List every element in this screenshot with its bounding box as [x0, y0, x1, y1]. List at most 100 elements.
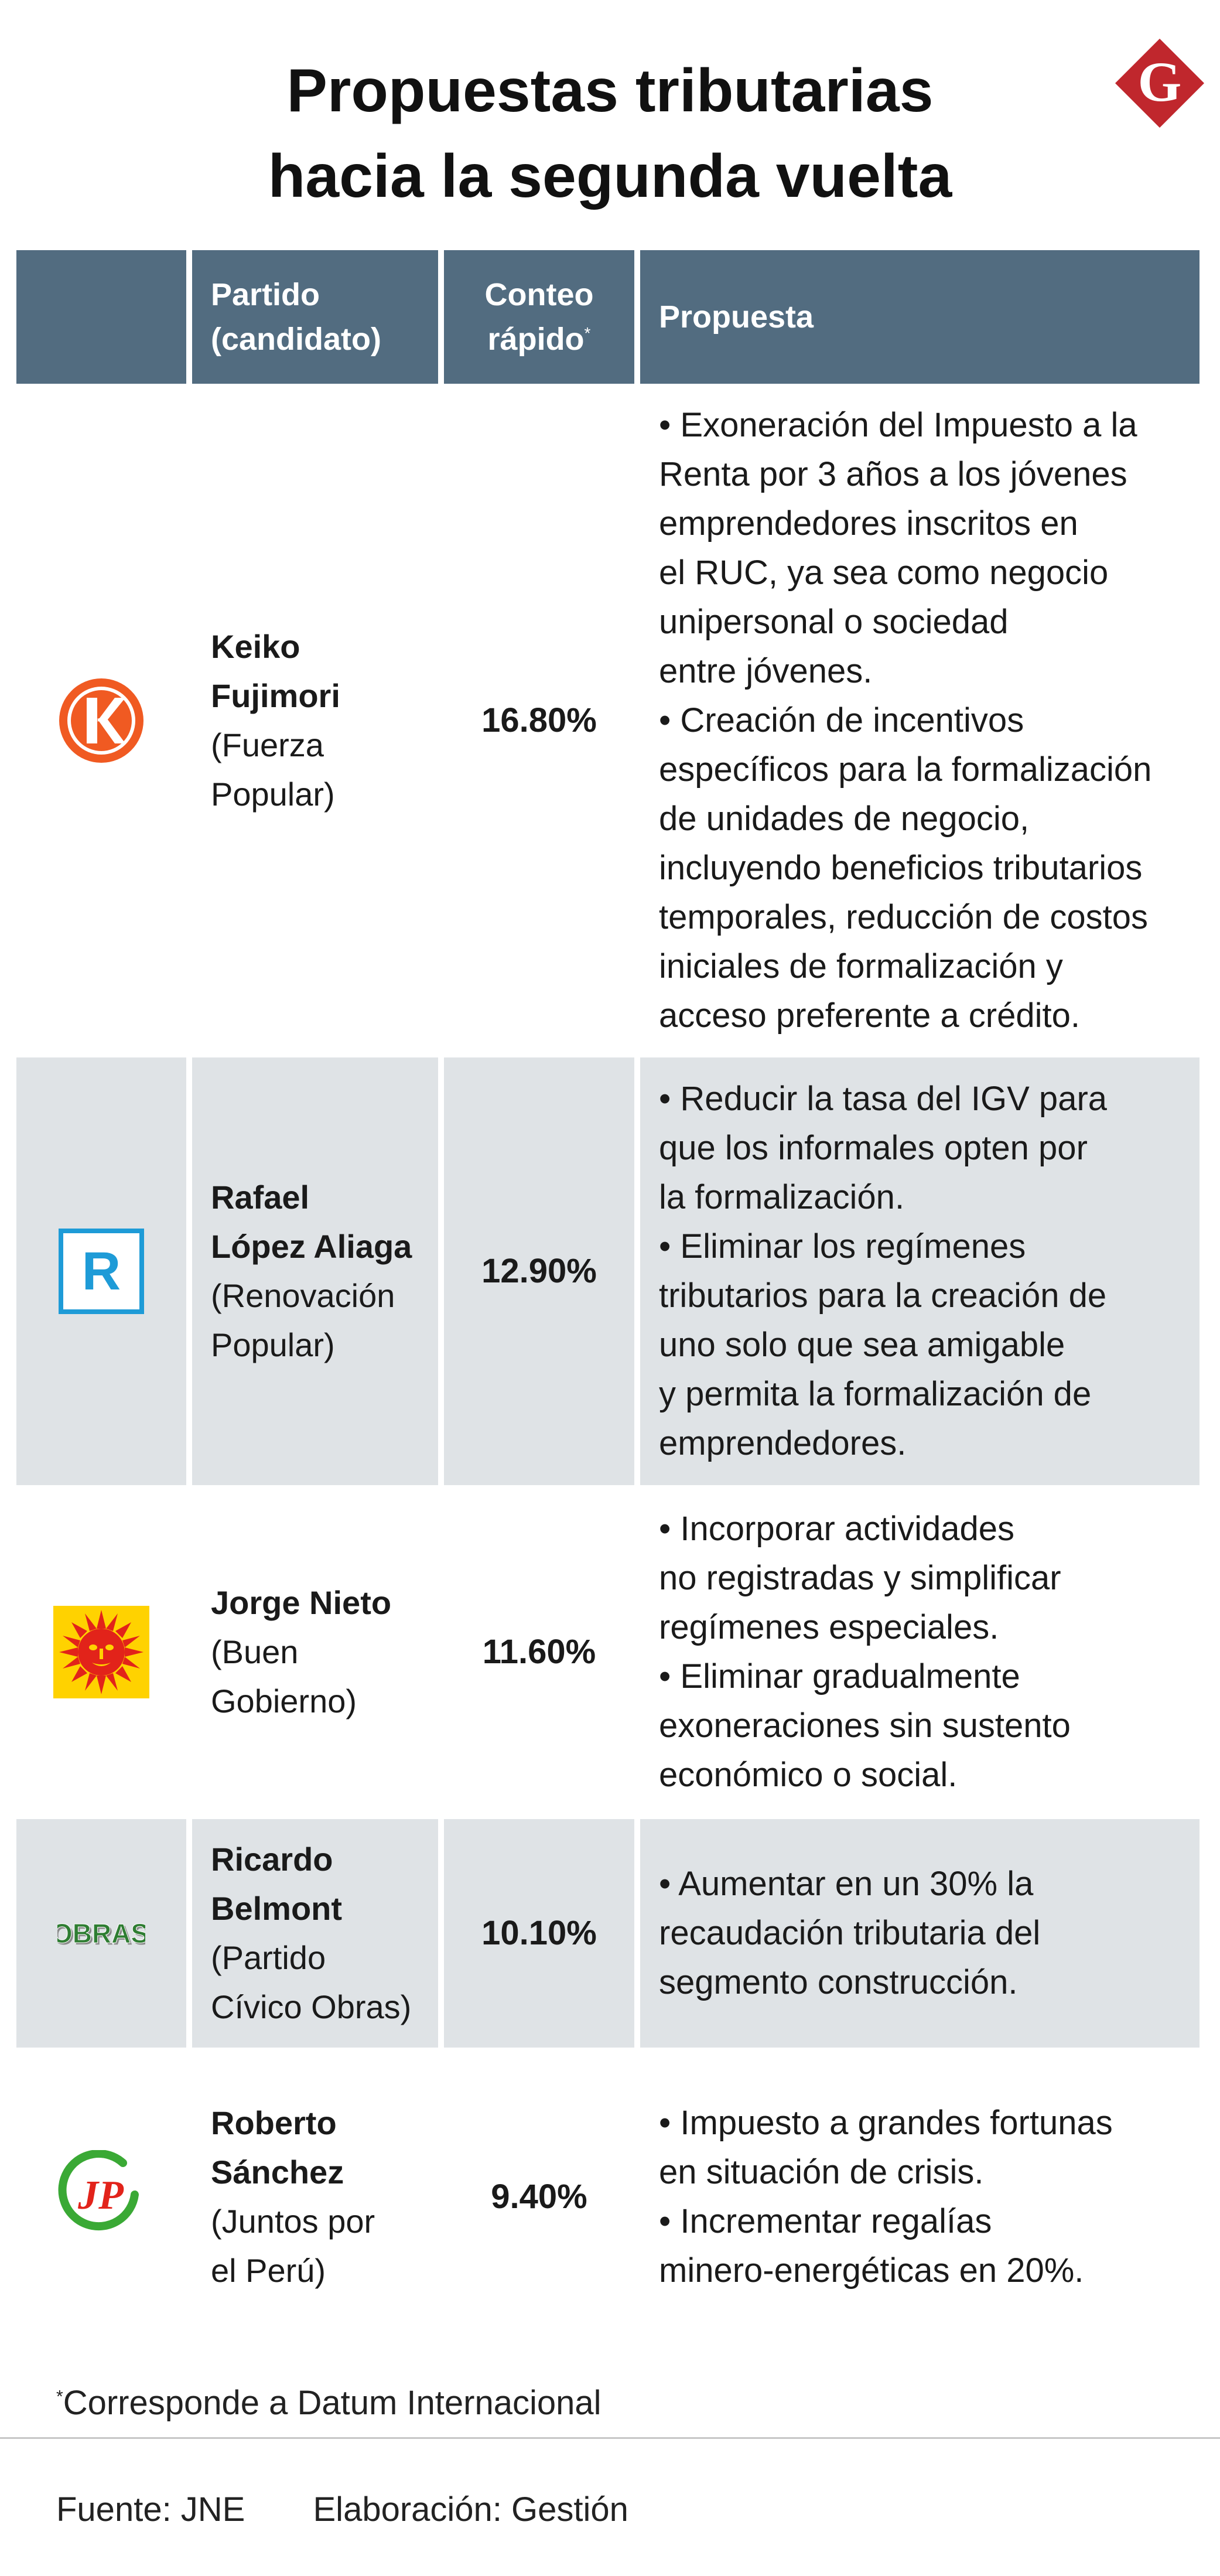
conteo-value: 9.40% [444, 2048, 634, 2340]
candidate-name-line: Jorge Nieto [211, 1584, 392, 1621]
table-row-belmont: OBRAS OBRAS Ricardo Belmont (Partido Cív… [16, 1813, 1200, 2048]
conteo-value: 10.10% [444, 1813, 634, 2048]
party-name-line: Gobierno) [211, 1683, 357, 1719]
proposal-line: el RUC, ya sea como negocio [659, 554, 1109, 592]
candidate-cell: Ricardo Belmont (Partido Cívico Obras) [192, 1813, 438, 2048]
proposal-line: unipersonal o sociedad [659, 603, 1009, 641]
proposal-line: recaudación tributaria del [659, 1914, 1041, 1952]
candidate-name-line: Keiko [211, 628, 300, 665]
party-name-line: Popular) [211, 1326, 335, 1363]
party-name-line: (Juntos por [211, 2203, 375, 2240]
proposal-line: específicos para la formalización [659, 750, 1152, 789]
table-row-fujimori: Keiko Fujimori (Fuerza Popular) 16.80% •… [16, 384, 1200, 1052]
candidate-name-line: Belmont [211, 1890, 342, 1927]
party-name-line: (Partido [211, 1939, 326, 1976]
proposal-line: iniciales de formalización y [659, 947, 1063, 985]
source-fuente: Fuente: JNE [56, 2490, 245, 2529]
candidate-name-line: Sánchez [211, 2154, 344, 2191]
proposal-cell: • Exoneración del Impuesto a la Renta po… [640, 384, 1200, 1052]
table-header-row: Partido (candidato) Conteo rápido* Propu… [16, 250, 1200, 384]
proposal-line: y permita la formalización de [659, 1375, 1092, 1413]
jp-text: JP [77, 2173, 124, 2218]
fuerza-popular-k-logo [57, 677, 145, 765]
conteo-value: 11.60% [444, 1485, 634, 1813]
proposal-line: segmento construcción. [659, 1963, 1018, 2001]
proposal-line: Renta por 3 años a los jóvenes [659, 455, 1127, 493]
proposal-line: • Incrementar regalías [659, 2202, 992, 2240]
proposal-line: acceso preferente a crédito. [659, 997, 1080, 1035]
candidate-cell: Rafael López Aliaga (Renovación Popular) [192, 1052, 438, 1485]
proposal-cell: • Reducir la tasa del IGV para que los i… [640, 1052, 1200, 1485]
candidate-cell: Roberto Sánchez (Juntos por el Perú) [192, 2048, 438, 2340]
party-name-line: (Fuerza [211, 726, 324, 763]
header-logo [16, 250, 186, 384]
party-name-line: Popular) [211, 776, 335, 813]
buen-gobierno-sun-logo [53, 1606, 149, 1698]
proposal-line: • Incorporar actividades [659, 1510, 1015, 1548]
conteo-value: 12.90% [444, 1052, 634, 1485]
obras-shadow: OBRAS [57, 1920, 145, 1950]
proposal-line: la formalización. [659, 1178, 905, 1216]
proposal-cell: • Incorporar actividades no registradas … [640, 1485, 1200, 1813]
renovacion-letter: R [82, 1241, 121, 1301]
logo-cell: R [16, 1052, 186, 1485]
table-row-sanchez: JP Roberto Sánchez (Juntos por el Perú) … [16, 2048, 1200, 2340]
obras-logo: OBRAS OBRAS [57, 1915, 145, 1956]
candidate-name-line: Roberto [211, 2104, 337, 2141]
proposal-cell: • Aumentar en un 30% la recaudación trib… [640, 1813, 1200, 2048]
candidate-cell: Keiko Fujimori (Fuerza Popular) [192, 384, 438, 1052]
logo-cell [16, 384, 186, 1052]
candidate-cell: Jorge Nieto (Buen Gobierno) [192, 1485, 438, 1813]
logo-cell: JP [16, 2048, 186, 2340]
proposal-line: temporales, reducción de costos [659, 898, 1148, 936]
brand-letter: G [1138, 50, 1182, 113]
source-elaboracion: Elaboración: Gestión [313, 2490, 628, 2529]
gestion-g-logo: G [1113, 36, 1207, 130]
proposal-line: exoneraciones sin sustento [659, 1707, 1071, 1745]
proposal-line: • Reducir la tasa del IGV para [659, 1080, 1108, 1118]
proposal-line: minero-energéticas en 20%. [659, 2251, 1084, 2290]
proposal-line: emprendedores. [659, 1424, 907, 1462]
proposal-line: • Eliminar los regímenes [659, 1227, 1026, 1265]
party-name-line: (Renovación [211, 1277, 395, 1314]
proposal-line: • Aumentar en un 30% la [659, 1865, 1034, 1903]
table-row-lopez-aliaga: R Rafael López Aliaga (Renovación Popula… [16, 1052, 1200, 1485]
footnote-mark: * [56, 2387, 63, 2407]
logo-cell: OBRAS OBRAS [16, 1813, 186, 2048]
title-line-1: Propuestas tributarias [286, 57, 934, 125]
obras-text: OBRAS [57, 1918, 145, 1949]
candidate-name-line: Rafael [211, 1179, 310, 1216]
proposal-line: en situación de crisis. [659, 2153, 984, 2191]
proposal-line: tributarios para la creación de [659, 1277, 1107, 1315]
proposal-line: económico o social. [659, 1756, 958, 1794]
footnote-mark: * [584, 324, 591, 342]
party-name-line: (Buen [211, 1633, 299, 1670]
proposal-line: emprendedores inscritos en [659, 504, 1078, 543]
proposal-line: uno solo que sea amigable [659, 1326, 1065, 1364]
table-row-nieto: Jorge Nieto (Buen Gobierno) 11.60% • Inc… [16, 1485, 1200, 1813]
proposals-table: Partido (candidato) Conteo rápido* Propu… [11, 250, 1205, 2340]
proposal-line: • Eliminar gradualmente [659, 1657, 1020, 1695]
candidate-name-line: Fujimori [211, 677, 340, 714]
proposal-line: entre jóvenes. [659, 652, 873, 690]
party-name-line: Cívico Obras) [211, 1988, 412, 2025]
party-name-line: el Perú) [211, 2252, 326, 2289]
proposal-line: • Exoneración del Impuesto a la [659, 406, 1137, 444]
proposal-cell: • Impuesto a grandes fortunas en situaci… [640, 2048, 1200, 2340]
header-propuesta: Propuesta [640, 250, 1200, 384]
divider [0, 2437, 1220, 2439]
footnote: *Corresponde a Datum Internacional [56, 2383, 602, 2423]
renovacion-popular-r-logo: R [59, 1229, 144, 1314]
proposal-line: de unidades de negocio, [659, 800, 1030, 838]
proposal-line: que los informales opten por [659, 1129, 1088, 1167]
logo-cell [16, 1485, 186, 1813]
candidate-name-line: López Aliaga [211, 1228, 412, 1265]
proposal-line: • Impuesto a grandes fortunas [659, 2104, 1113, 2142]
candidate-name-line: Ricardo [211, 1841, 333, 1878]
footnote-text: Corresponde a Datum Internacional [63, 2384, 602, 2422]
header-conteo: Conteo rápido* [444, 250, 634, 384]
header-partido: Partido (candidato) [192, 250, 438, 384]
source-line: Fuente: JNE Elaboración: Gestión [56, 2490, 687, 2529]
proposal-line: no registradas y simplificar [659, 1559, 1061, 1597]
page-title: Propuestas tributarias hacia la segunda … [0, 48, 1220, 219]
